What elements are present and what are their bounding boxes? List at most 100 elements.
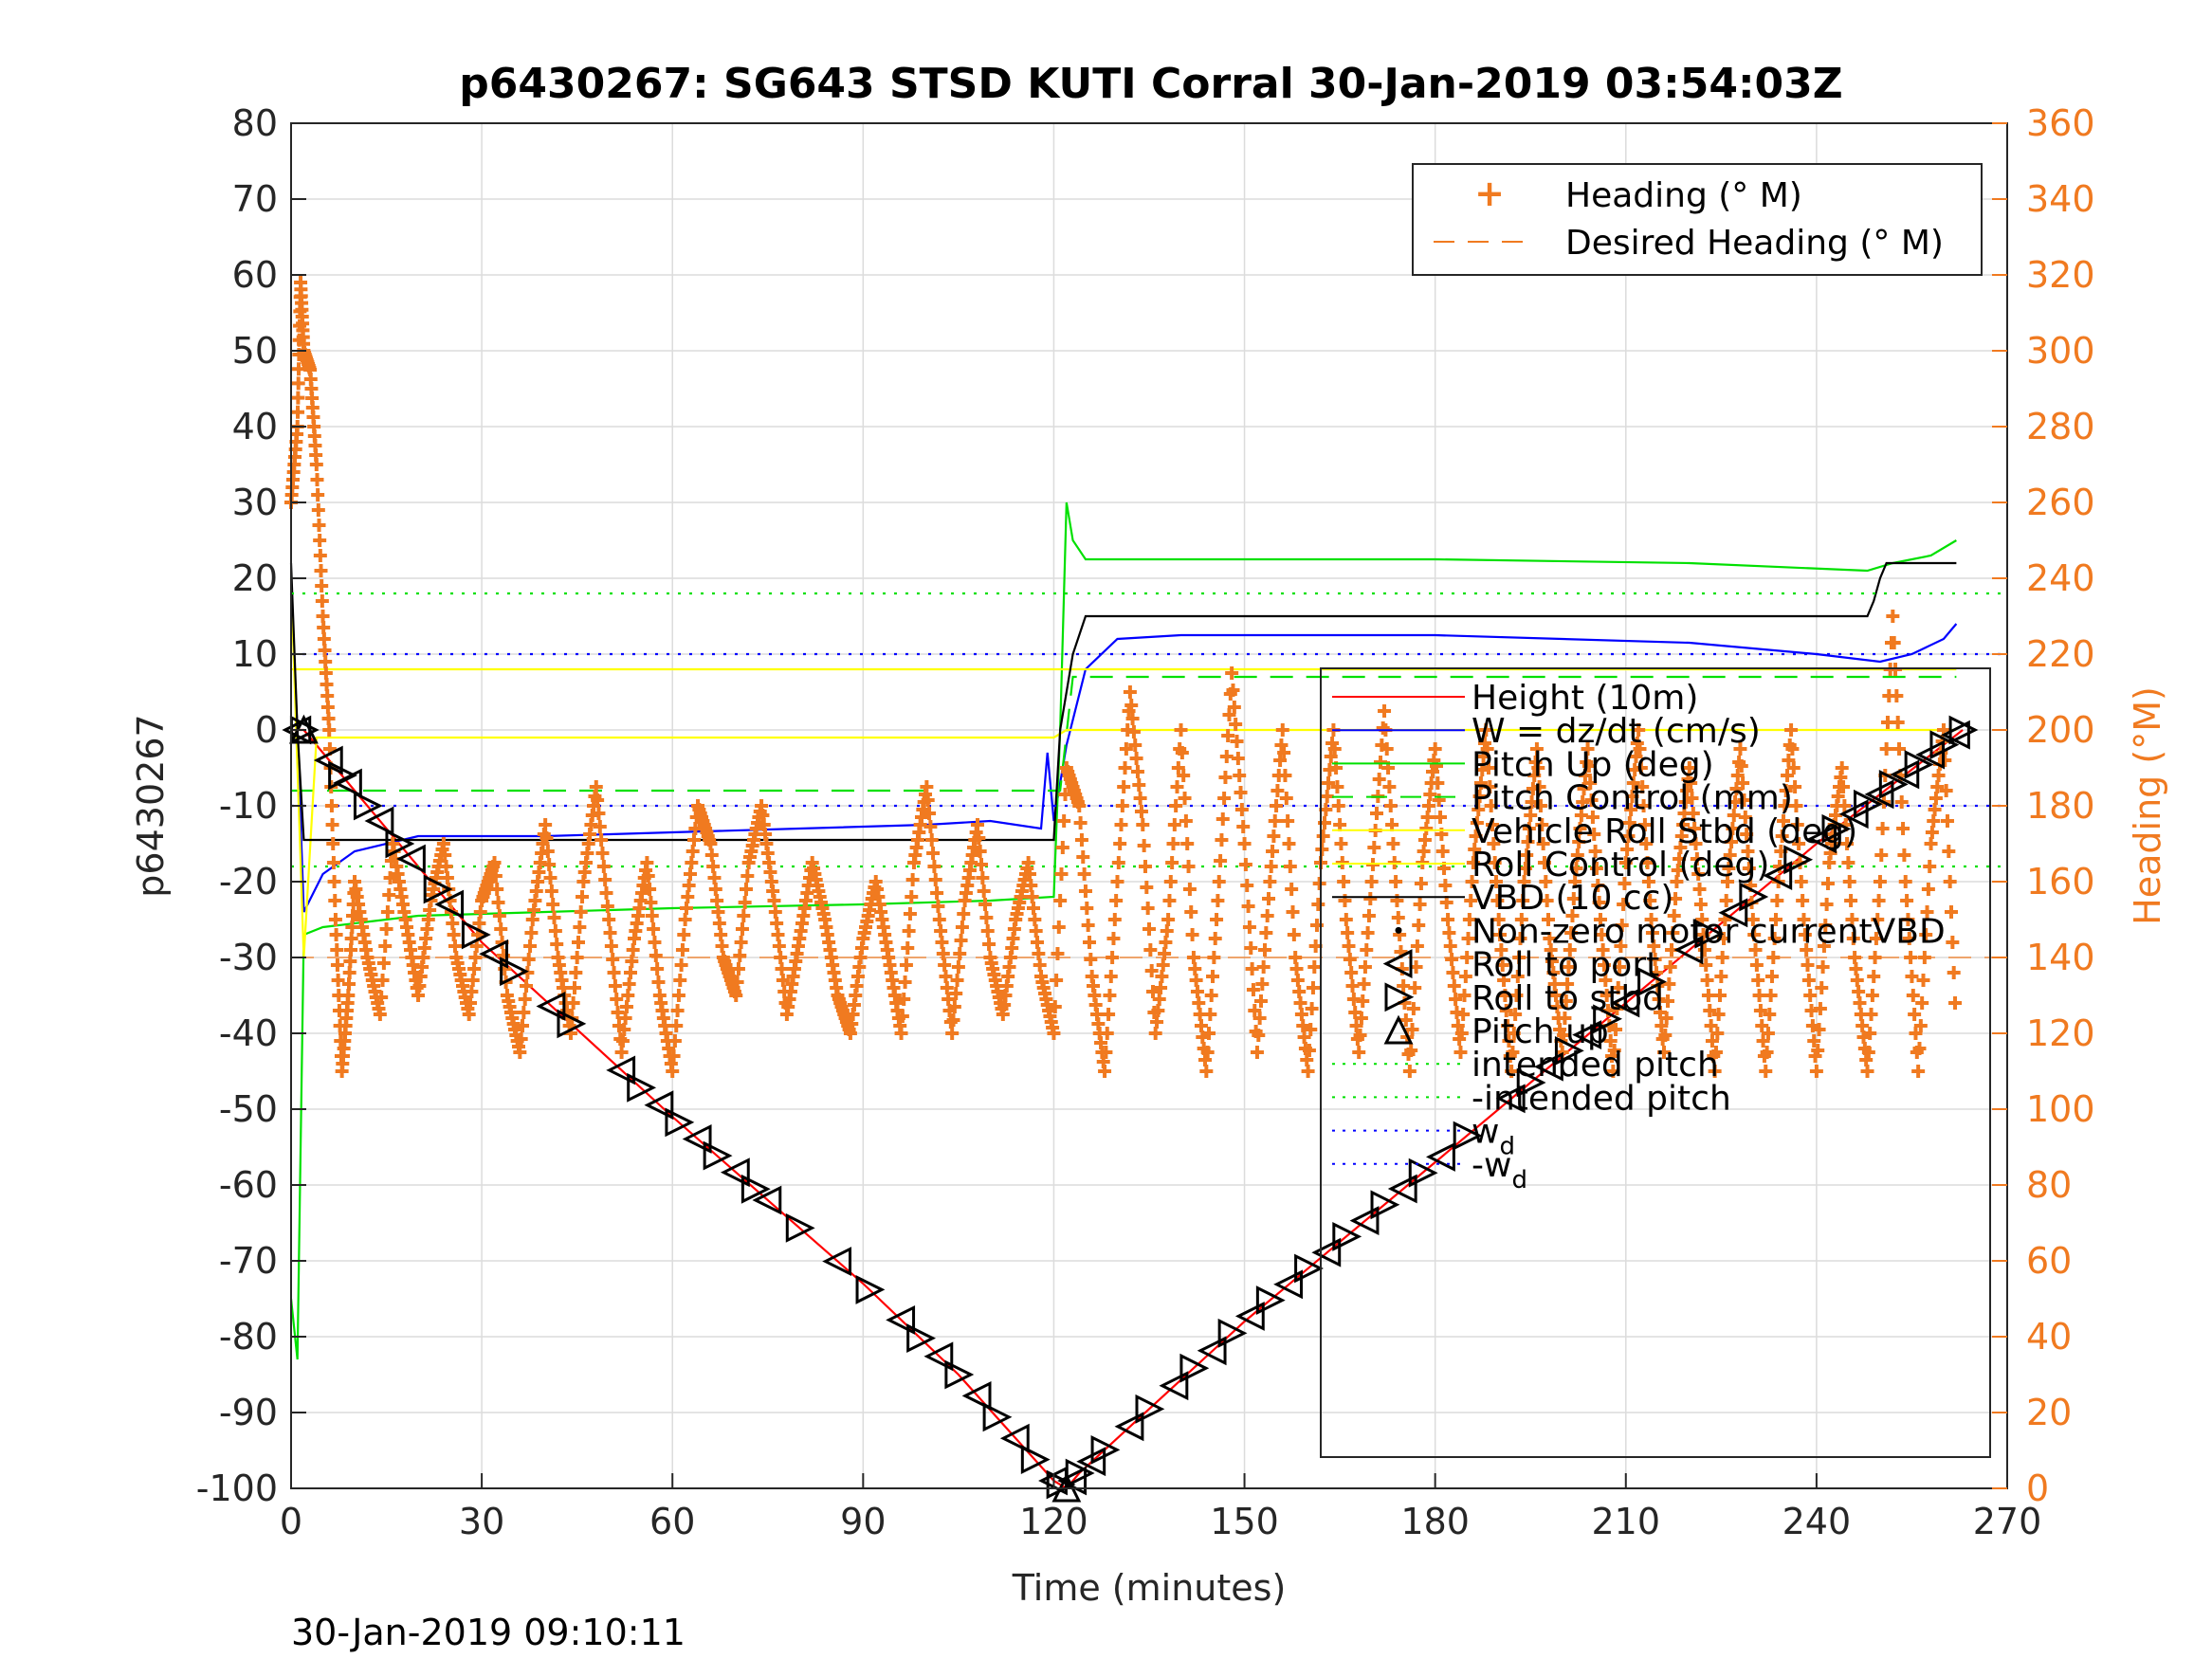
- x-axis-label: Time (minutes): [1012, 1567, 1287, 1609]
- heading-point: [1794, 875, 1808, 888]
- heading-point: [1636, 780, 1650, 793]
- heading-point: [673, 974, 687, 987]
- heading-point: [1233, 769, 1247, 782]
- roll-stbd-marker: [1948, 715, 1979, 745]
- heading-point: [1352, 1046, 1366, 1059]
- heading-point: [776, 974, 790, 987]
- y-right-tick-label: 320: [2026, 254, 2095, 296]
- heading-point: [1790, 818, 1804, 831]
- heading-point: [1410, 939, 1424, 953]
- heading-point: [1253, 994, 1268, 1008]
- heading-point: [1031, 936, 1045, 949]
- heading-point: [1159, 936, 1173, 949]
- roll-stbd-marker: [855, 1274, 886, 1304]
- heading-point: [318, 644, 332, 657]
- heading-point: [1890, 689, 1904, 702]
- heading-point: [901, 941, 915, 955]
- heading-point: [1177, 769, 1191, 782]
- heading-point: [1464, 894, 1478, 907]
- heading-point: [611, 1006, 625, 1019]
- heading-point: [1078, 884, 1092, 898]
- heading-point: [976, 871, 990, 884]
- heading-point: [973, 845, 987, 858]
- heading-point: [329, 928, 343, 941]
- heading-point: [1894, 795, 1909, 809]
- heading-point: [1609, 1023, 1623, 1036]
- y-left-tick-label: 0: [255, 709, 278, 751]
- y-axis-left-label: p6430267: [130, 714, 172, 897]
- roll-stbd-marker: [1453, 1121, 1483, 1151]
- legend-entry-label: intended pitch: [1472, 1046, 1719, 1085]
- heading-point: [1491, 913, 1506, 926]
- heading-point: [1156, 958, 1170, 972]
- roll-stbd-marker: [1593, 1004, 1623, 1034]
- heading-point: [926, 847, 941, 860]
- heading-point: [488, 869, 503, 883]
- heading-point: [1372, 773, 1386, 786]
- heading-point: [1715, 951, 1729, 964]
- y-right-tick-label: 240: [2026, 557, 2095, 599]
- heading-point: [1230, 735, 1244, 748]
- y-right-tick-label: 280: [2026, 406, 2095, 447]
- roll-port-marker: [1941, 720, 1970, 750]
- heading-point: [1845, 913, 1859, 926]
- heading-point: [378, 939, 393, 953]
- heading-point: [1516, 894, 1530, 907]
- y-right-tick-label: 120: [2026, 1012, 2095, 1054]
- heading-point: [1275, 723, 1289, 737]
- heading-point: [1589, 862, 1603, 875]
- heading-point: [1501, 1019, 1515, 1032]
- roll-stbd-marker: [1408, 1158, 1438, 1188]
- heading-point: [1909, 1027, 1923, 1040]
- heading-point: [1271, 784, 1285, 797]
- heading-point: [1927, 814, 1941, 828]
- heading-point: [1171, 761, 1185, 775]
- heading-point: [569, 966, 583, 979]
- heading-point: [1700, 974, 1714, 987]
- heading-point: [1871, 913, 1885, 926]
- heading-point: [1192, 996, 1206, 1010]
- heading-point: [1200, 1046, 1215, 1059]
- heading-point: [1162, 894, 1177, 907]
- heading-point: [1341, 926, 1355, 939]
- heading-point: [1527, 769, 1542, 782]
- heading-point: [1408, 981, 1422, 994]
- heading-point: [1124, 699, 1139, 712]
- heading-point: [1493, 928, 1508, 941]
- heading-point: [1564, 926, 1579, 939]
- heading-point: [1219, 750, 1234, 763]
- heading-point: [342, 966, 356, 979]
- heading-point: [1453, 1046, 1468, 1059]
- heading-point: [1778, 799, 1792, 812]
- heading-point: [539, 831, 554, 845]
- heading-point: [1786, 761, 1801, 775]
- roll-stbd-marker: [1090, 1434, 1121, 1465]
- heading-point: [1270, 799, 1284, 812]
- heading-point: [1367, 841, 1381, 854]
- heading-point: [1837, 799, 1852, 812]
- heading-point: [606, 953, 620, 966]
- roll-stbd-marker: [982, 1402, 1013, 1432]
- heading-point: [1596, 943, 1610, 957]
- heading-point: [573, 921, 587, 934]
- heading-point: [1671, 864, 1685, 877]
- heading-point: [1768, 913, 1782, 926]
- heading-point: [1708, 1065, 1722, 1078]
- heading-point: [739, 883, 753, 896]
- heading-point: [1483, 780, 1497, 793]
- heading-point: [1252, 1029, 1266, 1042]
- heading-point: [1166, 837, 1180, 850]
- heading-point: [951, 960, 965, 974]
- series-pitch-control-mm: [291, 675, 1957, 793]
- heading-point: [1686, 807, 1700, 820]
- heading-point: [1767, 932, 1782, 945]
- heading-point: [1390, 894, 1404, 907]
- heading-point: [1277, 746, 1291, 759]
- heading-point: [1264, 860, 1278, 873]
- heading-point: [1245, 962, 1259, 975]
- roll-port-marker: [752, 1185, 782, 1215]
- heading-point: [1451, 1019, 1465, 1032]
- roll-stbd-marker: [328, 760, 357, 791]
- heading-point: [315, 594, 329, 608]
- heading-point: [740, 869, 755, 883]
